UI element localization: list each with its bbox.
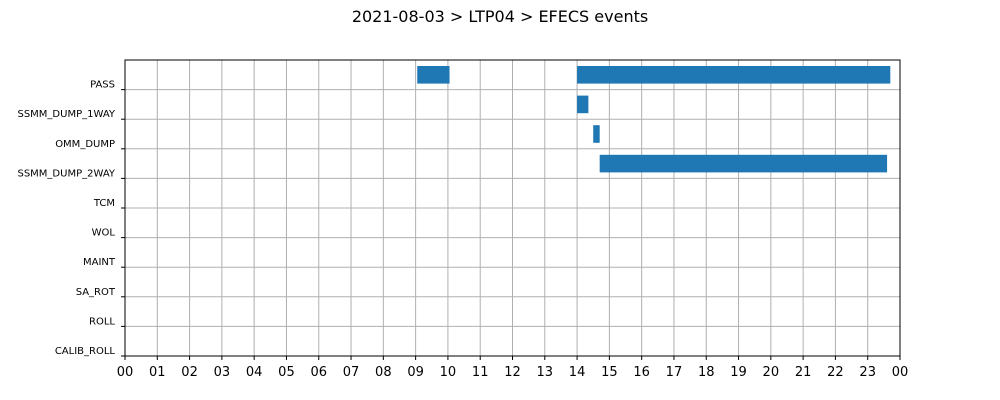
- event-bar: [593, 125, 600, 143]
- x-tick-label: 00: [892, 365, 909, 380]
- x-tick-label: 17: [666, 365, 683, 380]
- x-tick-label: 22: [827, 365, 844, 380]
- x-tick-label: 23: [859, 365, 876, 380]
- x-tick-label: 10: [440, 365, 457, 380]
- y-tick-label: TCM: [93, 198, 115, 209]
- y-tick-label: SSMM_DUMP_2WAY: [17, 168, 115, 179]
- x-tick-label: 15: [601, 365, 618, 380]
- x-tick-label: 07: [343, 365, 360, 380]
- event-bar: [577, 66, 891, 84]
- y-tick-label: ROLL: [89, 316, 115, 327]
- x-tick-label: 12: [504, 365, 521, 380]
- x-tick-label: 02: [181, 365, 198, 380]
- event-bar: [417, 66, 450, 84]
- x-tick-label: 11: [472, 365, 489, 380]
- x-tick-label: 00: [117, 365, 134, 380]
- x-tick-label: 05: [278, 365, 295, 380]
- x-tick-label: 09: [407, 365, 424, 380]
- y-tick-label: MAINT: [83, 257, 116, 268]
- grid: [124, 60, 901, 356]
- event-bar: [577, 95, 589, 114]
- plot-frame: [124, 59, 901, 357]
- x-tick-label: 16: [633, 365, 650, 380]
- y-tick-label: WOL: [92, 228, 116, 239]
- event-bars: [417, 66, 891, 173]
- x-tick-label: 01: [149, 365, 166, 380]
- y-tick-label: SSMM_DUMP_1WAY: [17, 109, 115, 120]
- axes: 00 01 02 03 04 05 06 07 08 09 10 11 12 13 14 15 16 17 18 19…: [17, 80, 908, 380]
- y-tick-label: CALIB_ROLL: [55, 346, 116, 357]
- x-tick-label: 19: [730, 365, 747, 380]
- chart-title: 2021-08-03 > LTP04 > EFECS events: [352, 7, 648, 26]
- y-tick-label: OMM_DUMP: [55, 139, 115, 150]
- x-tick-label: 13: [537, 365, 554, 380]
- y-tick-label: SA_ROT: [76, 287, 116, 298]
- x-tick-label: 03: [214, 365, 231, 380]
- event-bar: [599, 154, 888, 173]
- x-tick-label: 06: [310, 365, 327, 380]
- x-tick-label: 14: [569, 365, 586, 380]
- x-tick-label: 21: [795, 365, 812, 380]
- y-tick-label: PASS: [90, 80, 115, 91]
- x-tick-label: 18: [698, 365, 715, 380]
- x-tick-label: 08: [375, 365, 392, 380]
- x-tick-label: 20: [763, 365, 780, 380]
- x-tick-label: 04: [246, 365, 263, 380]
